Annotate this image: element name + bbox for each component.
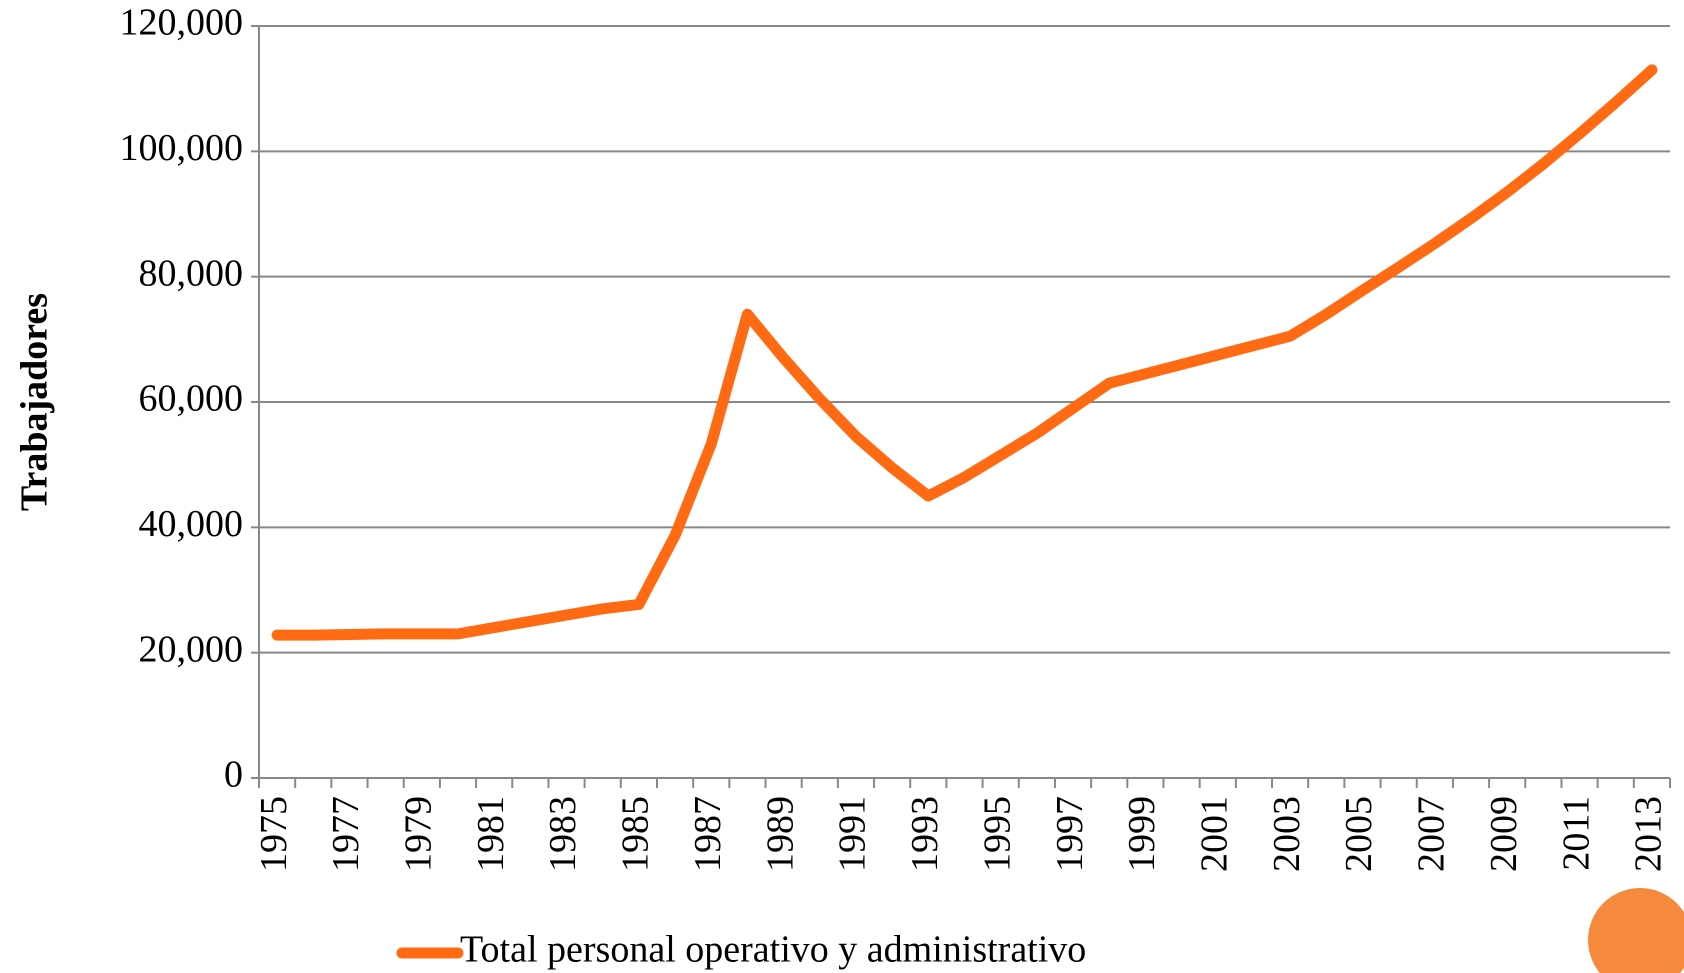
x-tick-label: 1997 — [1049, 796, 1091, 872]
x-tick-label: 2001 — [1193, 796, 1235, 872]
y-tick-label: 0 — [224, 754, 243, 796]
x-tick-label: 1981 — [470, 796, 512, 872]
x-tick-label: 2013 — [1628, 796, 1670, 872]
data-line — [271, 64, 1658, 641]
y-axis-label: Trabajadores — [14, 293, 56, 511]
x-tick-label: 2009 — [1483, 796, 1525, 872]
x-tick-label: 1993 — [904, 796, 946, 872]
x-tick-label: 1977 — [325, 796, 367, 872]
y-tick-label: 80,000 — [139, 252, 244, 294]
y-tick-label: 40,000 — [139, 503, 244, 545]
x-tick-label: 2007 — [1411, 796, 1453, 872]
y-tick-label: 20,000 — [139, 628, 244, 670]
legend-label: Total personal operativo y administrativ… — [460, 929, 1086, 971]
x-tick-label: 1991 — [832, 796, 874, 872]
x-tick-label: 1975 — [253, 796, 295, 872]
x-tick-label: 2003 — [1266, 796, 1308, 872]
x-tick-label: 2011 — [1555, 796, 1597, 871]
decoration-circle — [1588, 888, 1684, 973]
x-tick-label: 1999 — [1121, 796, 1163, 872]
x-tick-label: 1995 — [976, 796, 1018, 872]
x-tick-label: 2005 — [1338, 796, 1380, 872]
x-tick-label: 1987 — [687, 796, 729, 872]
x-tick-label: 1979 — [398, 796, 440, 872]
y-tick-label: 60,000 — [139, 378, 244, 420]
y-tick-label: 120,000 — [120, 2, 244, 44]
y-tick-label: 100,000 — [120, 127, 244, 169]
x-tick-label: 1989 — [759, 796, 801, 872]
x-tick-label: 1983 — [542, 796, 584, 872]
x-tick-label: 1985 — [615, 796, 657, 872]
